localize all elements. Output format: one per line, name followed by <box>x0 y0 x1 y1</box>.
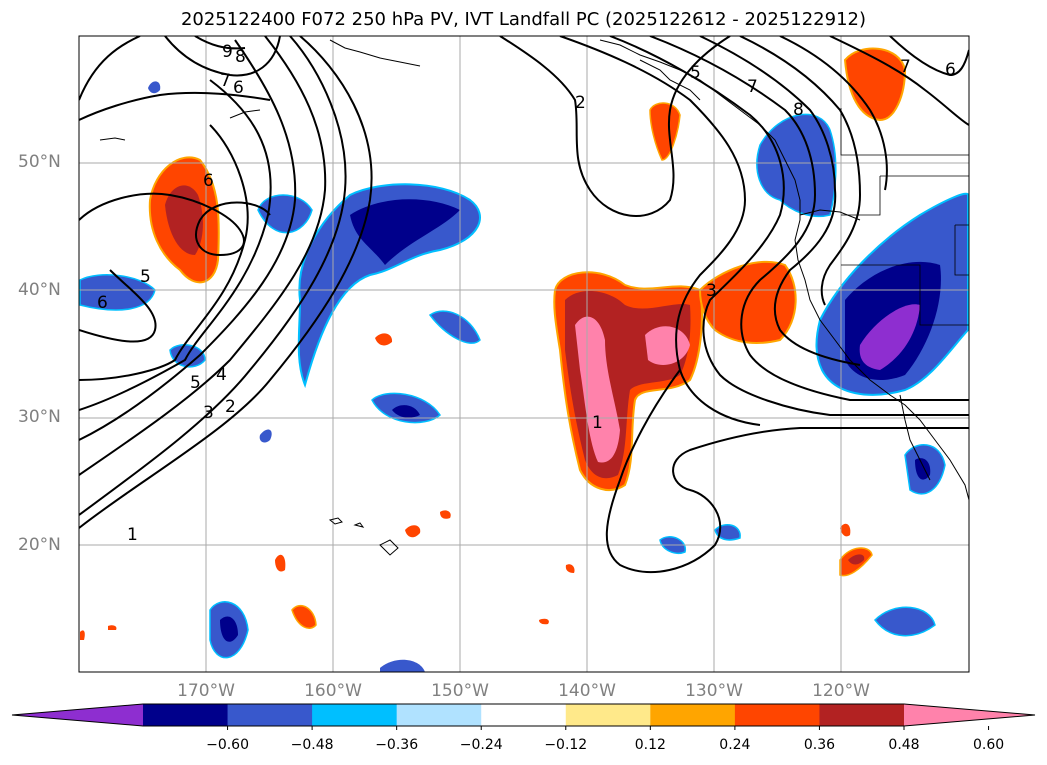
contour-label: 5 <box>690 63 701 83</box>
lat-label-30n: 30°N <box>18 407 61 427</box>
lon-label-150w: 150°W <box>431 681 489 701</box>
contour-label: 1 <box>127 525 138 545</box>
political-boundaries <box>840 108 969 326</box>
colorbar-tick-label: 0.36 <box>803 737 836 753</box>
colorbar-segment <box>650 704 736 726</box>
contour-label: 7 <box>220 71 231 91</box>
lon-label-130w: 130°W <box>685 681 743 701</box>
lon-label-160w: 160°W <box>304 681 362 701</box>
lat-label-20n: 20°N <box>18 535 61 555</box>
contour-label: 7 <box>747 77 758 97</box>
colorbar-segment <box>481 704 567 726</box>
map-frame <box>78 35 970 673</box>
contour-label: 8 <box>235 47 246 67</box>
positive-anomaly-fields <box>80 47 907 640</box>
colorbar-segment <box>227 704 313 726</box>
colorbar-extend-max <box>904 704 1035 726</box>
contour-label: 8 <box>793 100 804 120</box>
colorbar-segment <box>396 704 482 726</box>
contour-label: 6 <box>945 60 956 80</box>
colorbar-tick-label: 0.60 <box>972 737 1005 753</box>
lat-label-50n: 50°N <box>18 152 61 172</box>
colorbar-outline <box>11 703 1036 727</box>
colorbar-tick-label: −0.12 <box>544 737 588 753</box>
negative-anomaly-fields <box>79 81 969 672</box>
contour-label: 3 <box>203 403 214 423</box>
colorbar-segment <box>565 704 651 726</box>
contour-label: 6 <box>97 293 108 313</box>
contour-label: 6 <box>203 171 214 191</box>
lat-label-40n: 40°N <box>18 280 61 300</box>
contour-label: 4 <box>216 365 227 385</box>
height-contours <box>79 36 969 573</box>
colorbar-tick-label: −0.60 <box>206 737 249 753</box>
contour-label: 7 <box>900 57 911 77</box>
colorbar-tick-label: 0.48 <box>888 737 920 753</box>
colorbar <box>11 703 1036 730</box>
colorbar-extend-min <box>12 704 143 726</box>
map-title: 2025122400 F072 250 hPa PV, IVT Landfall… <box>180 9 867 30</box>
contour-labels: 9 8 7 6 6 5 6 5 4 3 2 1 2 1 3 5 7 8 7 6 <box>97 42 956 545</box>
lon-label-120w: 120°W <box>812 681 870 701</box>
colorbar-tick-label: −0.24 <box>459 737 503 753</box>
contour-label: 5 <box>140 267 151 287</box>
contour-label: 5 <box>190 373 201 393</box>
contour-label: 2 <box>575 93 586 113</box>
lon-label-170w: 170°W <box>177 681 235 701</box>
graticule <box>79 36 969 672</box>
contour-label: 6 <box>233 78 244 98</box>
colorbar-segment <box>734 704 820 726</box>
colorbar-tick-label: −0.36 <box>375 737 419 753</box>
contour-label: 3 <box>706 281 717 301</box>
colorbar-tick-label: −0.48 <box>290 737 334 753</box>
colorbar-segment <box>819 704 905 726</box>
lon-label-140w: 140°W <box>558 681 616 701</box>
colorbar-tick-label: 0.12 <box>634 737 666 753</box>
colorbar-tick-label: 0.24 <box>719 737 751 753</box>
contour-label: 2 <box>225 397 236 417</box>
colorbar-segment <box>143 704 229 726</box>
contour-label: 1 <box>592 413 603 433</box>
colorbar-segment <box>312 704 398 726</box>
contour-label: 9 <box>222 42 233 62</box>
